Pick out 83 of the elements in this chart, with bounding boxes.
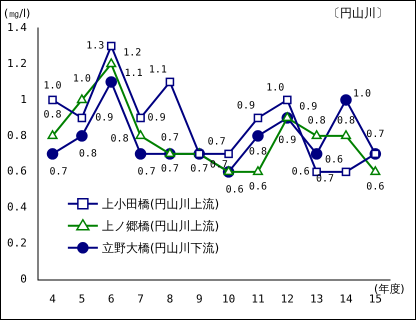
x-tick-label: 9 [196,292,203,306]
data-label: 0.9 [95,112,114,124]
data-label: 0.7 [138,166,156,178]
point [282,112,292,122]
data-label: 1.3 [86,40,104,52]
y-tick-label: 0.4 [6,200,28,214]
y-tick-label: 1.4 [6,20,28,34]
point [134,148,146,160]
data-label: 0.8 [110,133,129,144]
point [164,148,175,158]
data-label: 0.9 [299,101,318,112]
point [78,114,86,122]
point [224,150,233,158]
y-tick-label: 0 [20,272,27,286]
y-axis-title: (㎎/l) [4,6,30,20]
data-label: 0.8 [78,148,97,160]
point [312,130,322,140]
data-label: 0.9 [236,100,255,112]
data-label: 0.6 [292,166,310,178]
x-tick-label: 13 [310,292,324,306]
data-label: 0.7 [160,163,179,174]
x-tick-label: 6 [108,292,115,306]
data-label: 0.8 [308,116,326,127]
data-label: 0.7 [50,166,68,178]
data-label: 1.1 [124,68,143,80]
data-label: 0.7 [316,174,334,185]
data-label: 0.6 [248,181,267,192]
point [342,168,350,176]
data-label: 0.7 [160,132,179,144]
x-tick-label: 11 [251,292,265,306]
legend-label: 立野大橋(円山川下流) [102,240,220,255]
data-label: 1.1 [148,64,167,76]
data-label: 0.6 [226,184,244,196]
point [283,96,292,104]
point [106,42,116,50]
data-label: 0.9 [148,112,166,124]
legend-label: 上ノ郷橋(円山川上流) [102,218,220,233]
point [252,166,264,176]
x-tick-label: 12 [280,292,294,306]
y-tick-label: 1.2 [6,56,27,70]
data-label: 1.0 [266,82,284,94]
data-label: 0.6 [366,181,384,192]
y-tick-label: 0.2 [6,236,27,250]
point [105,76,117,88]
data-label: 1.2 [123,47,142,58]
point [370,166,380,176]
data-label: 1.0 [44,80,62,92]
x-tick-label: 8 [166,292,174,306]
point [340,130,352,140]
point [46,148,58,160]
x-tick-label: 7 [137,292,144,306]
x-tick-label: 4 [49,292,56,306]
data-label: 0.7 [366,128,384,140]
data-label: 0.8 [44,110,62,121]
legend-label: 上小田橋(円山川上流) [102,196,220,211]
point [254,114,262,122]
point [76,130,88,142]
chart-title: 〔円山川〕 [328,6,388,20]
point [224,166,234,176]
data-label: 0.9 [278,134,296,146]
data-label: 0.7 [190,163,208,174]
point [310,148,322,160]
data-label: 0.6 [324,154,344,166]
point [252,130,264,142]
point [136,114,145,122]
point [340,94,352,106]
y-tick-label: 0.6 [6,164,27,178]
point [106,58,116,68]
x-tick-label: 14 [339,292,353,306]
point [76,94,87,104]
data-label: 0.8 [336,116,356,127]
data-label: 0.8 [248,146,267,158]
data-label: 1.0 [72,74,91,85]
x-tick-label: 10 [222,292,236,306]
point [48,96,57,104]
data-label: 0.7 [208,136,226,148]
point [166,78,174,86]
point [135,130,146,140]
data-label: 1.0 [352,88,372,100]
y-tick-label: 1 [20,92,27,106]
x-tick-label: 5 [78,292,86,306]
y-tick-label: 0.8 [6,128,27,142]
point [47,130,58,140]
